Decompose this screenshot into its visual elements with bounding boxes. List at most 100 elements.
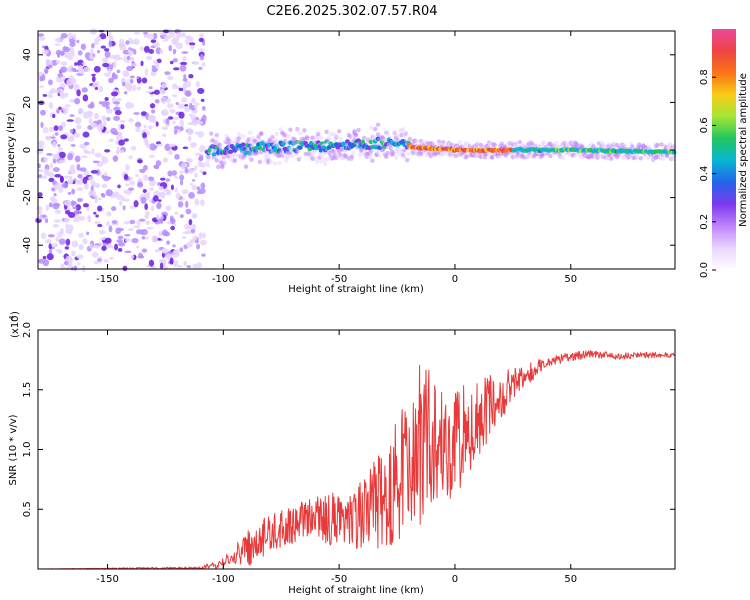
noise-speckle: [54, 173, 62, 178]
signal-halo: [274, 138, 279, 143]
signal-halo: [302, 128, 307, 133]
signal-halo: [373, 126, 378, 132]
spectrogram-chart: -150 -100 -50 0 50 -40 -20 0 20 40 Height of stra…: [6, 28, 677, 295]
noise-speckle: [108, 138, 114, 142]
noise-speckle: [123, 221, 131, 225]
noise-speckle: [118, 139, 125, 146]
noise-speckle: [71, 188, 76, 195]
noise-speckle: [128, 187, 135, 191]
noise-speckle: [145, 143, 151, 149]
signal-halo: [318, 135, 324, 141]
signal-halo: [467, 144, 472, 149]
noise-speckle: [171, 170, 177, 176]
signal-halo: [403, 130, 409, 136]
noise-speckle: [174, 153, 180, 160]
noise-speckle: [48, 177, 55, 183]
noise-speckle: [179, 170, 184, 174]
noise-speckle: [89, 53, 94, 60]
signal-halo: [591, 144, 596, 149]
noise-speckle: [184, 167, 189, 174]
signal-halo: [361, 135, 367, 141]
noise-speckle: [196, 262, 203, 269]
noise-speckle: [143, 124, 147, 129]
signal-halo: [257, 159, 263, 165]
noise-speckle: [58, 106, 62, 110]
noise-speckle: [137, 159, 143, 164]
noise-speckle: [168, 143, 176, 148]
noise-speckle: [57, 147, 63, 151]
noise-speckle: [150, 39, 157, 44]
noise-speckle: [136, 76, 140, 80]
noise-speckle: [42, 175, 48, 179]
noise-speckle: [46, 253, 54, 261]
signal-halo: [324, 129, 329, 134]
signal-cell: [211, 152, 217, 157]
noise-speckle: [106, 117, 111, 122]
spectrogram-y-tick-label: 20: [22, 96, 33, 109]
signal-halo: [270, 134, 275, 140]
noise-speckle: [69, 114, 75, 117]
noise-speckle: [75, 179, 81, 185]
noise-speckle: [122, 265, 128, 272]
noise-speckle: [101, 57, 109, 63]
noise-speckle: [100, 45, 107, 49]
noise-speckle: [67, 153, 74, 161]
noise-speckle: [177, 201, 184, 208]
colorbar-gradient: [712, 29, 736, 270]
noise-speckle: [50, 88, 57, 94]
noise-speckle: [161, 126, 169, 130]
signal-halo: [313, 156, 318, 161]
noise-speckle: [48, 202, 53, 208]
noise-speckle: [95, 185, 100, 189]
noise-speckle: [101, 245, 107, 251]
noise-speckle: [130, 254, 135, 259]
noise-speckle: [174, 125, 181, 130]
noise-speckle: [179, 179, 184, 186]
snr-chart: -150 -100 -50 0 50 0.5 1.0 1.5 2.0 Height of str…: [8, 311, 676, 596]
noise-speckle: [153, 42, 160, 48]
noise-speckle: [197, 130, 205, 138]
noise-speckle: [167, 116, 174, 120]
noise-speckle: [57, 249, 62, 254]
signal-halo: [217, 142, 222, 147]
noise-speckle: [66, 78, 74, 86]
noise-speckle: [47, 171, 55, 178]
noise-speckle: [198, 37, 204, 43]
noise-speckle: [61, 182, 69, 189]
signal-cell: [228, 149, 234, 154]
noise-speckle: [133, 112, 140, 115]
noise-speckle: [186, 265, 192, 269]
signal-halo: [323, 161, 328, 167]
noise-speckle: [166, 240, 171, 245]
noise-speckle: [48, 79, 53, 86]
signal-halo: [375, 122, 381, 127]
noise-speckle: [131, 62, 137, 67]
noise-speckle: [149, 103, 156, 109]
noise-speckle: [98, 242, 102, 245]
colorbar-tick-label: 0.2: [699, 214, 710, 230]
signal-halo: [214, 158, 220, 163]
noise-speckle: [123, 90, 128, 95]
noise-speckle: [179, 126, 184, 132]
noise-speckle: [50, 136, 56, 139]
noise-speckle: [59, 89, 65, 97]
noise-speckle: [179, 214, 184, 219]
noise-speckle: [81, 87, 88, 93]
noise-speckle: [55, 236, 59, 242]
noise-speckle: [165, 253, 173, 258]
noise-speckle: [51, 242, 59, 248]
noise-speckle: [161, 229, 168, 237]
noise-speckle: [111, 72, 116, 78]
noise-speckle: [97, 258, 102, 262]
noise-speckle: [52, 153, 60, 160]
noise-speckle: [199, 239, 207, 246]
snr-x-tick-label: 50: [564, 574, 577, 585]
noise-speckle: [67, 191, 72, 195]
noise-speckle: [159, 217, 164, 225]
signal-halo: [385, 150, 390, 156]
noise-speckle: [79, 177, 84, 186]
snr-y-tick-label: 2.0: [22, 322, 33, 338]
noise-speckle: [66, 224, 74, 232]
noise-speckle: [171, 94, 178, 98]
noise-speckle: [74, 97, 81, 105]
